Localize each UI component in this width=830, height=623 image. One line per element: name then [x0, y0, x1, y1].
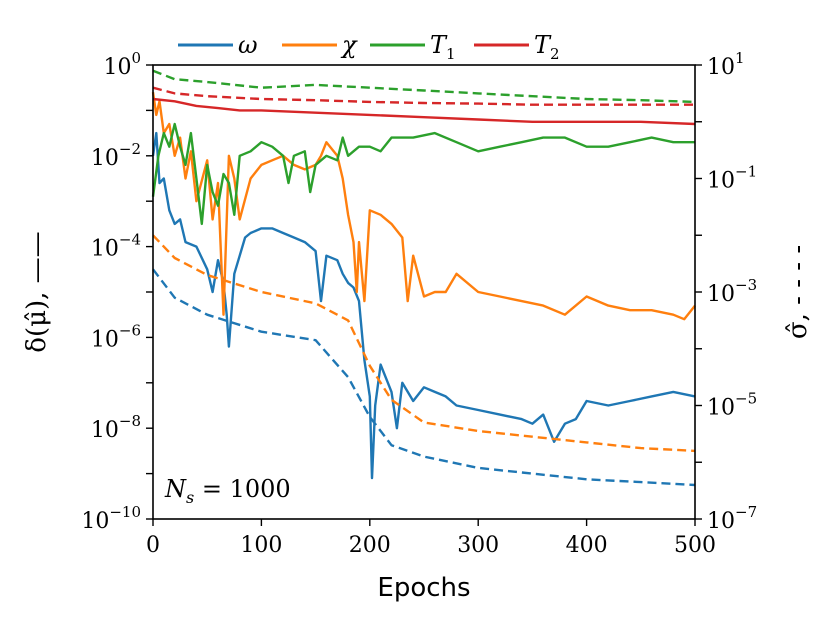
x-tick-label: 500 — [674, 533, 716, 558]
y-right-tick-exp: −1 — [735, 163, 757, 181]
y-right-tick-exp: −5 — [735, 390, 757, 408]
y-axis-right-label: σ̂, - - - - — [783, 245, 813, 339]
legend-label: T1 — [430, 31, 456, 63]
legend-label: χ — [340, 31, 358, 59]
y-left-tick-base: 10 — [91, 418, 119, 443]
y-left-tick-base: 10 — [91, 327, 119, 352]
series-line-2 — [151, 122, 695, 226]
y-left-tick-base: 10 — [91, 237, 119, 262]
y-left-tick-base: 10 — [91, 146, 119, 171]
legend-label-main: T — [430, 31, 448, 59]
y-left-tick-label: 10−2 — [91, 140, 141, 171]
annotation-var: N — [164, 475, 187, 503]
series-line-5 — [152, 234, 696, 453]
legend: ω χ T1 T2 — [178, 31, 560, 63]
y-left-tick-exp: 0 — [131, 49, 141, 67]
y-right-tick-label: 10−5 — [707, 390, 757, 421]
series-line-4 — [152, 268, 696, 487]
y-right-tick-label: 10−3 — [707, 276, 757, 307]
legend-label: ω — [238, 31, 258, 59]
y-right-tick-base: 10 — [707, 396, 735, 421]
y-left-tick-exp: −10 — [109, 503, 141, 521]
y-right-tick-base: 10 — [707, 509, 735, 534]
x-axis-label: Epochs — [377, 573, 470, 603]
y-left-tick-base: 10 — [103, 55, 131, 80]
y-right-tick-exp: −7 — [735, 503, 757, 521]
y-left-tick-base: 10 — [81, 509, 109, 534]
y-left-tick-exp: −2 — [119, 140, 141, 158]
annotation-ns: Ns = 1000 — [164, 475, 291, 507]
y-left-tick-label: 100 — [103, 49, 141, 80]
y-left-tick-label: 10−6 — [91, 321, 141, 352]
annotation-sub: s — [186, 488, 194, 507]
y-right-tick-exp: −3 — [735, 276, 757, 294]
x-tick-label: 300 — [457, 533, 499, 558]
legend-label-sub: 1 — [446, 45, 456, 63]
y-right-tick-base: 10 — [707, 282, 735, 307]
series-line-1 — [151, 92, 696, 321]
series-line-0 — [151, 131, 696, 480]
y-left-tick-label: 10−4 — [91, 231, 141, 262]
x-tick-label: 100 — [240, 533, 282, 558]
y-right-tick-label: 101 — [707, 49, 745, 80]
legend-label-main: T — [534, 31, 552, 59]
series-line-7 — [152, 86, 695, 106]
y-left-tick-exp: −6 — [119, 321, 141, 339]
x-tick-label: 400 — [566, 533, 608, 558]
x-tick-label: 200 — [349, 533, 391, 558]
legend-label-main: ω — [238, 31, 258, 59]
y-left-tick-label: 10−8 — [91, 412, 141, 443]
y-left-tick-exp: −8 — [119, 412, 141, 430]
series-layer — [151, 69, 696, 487]
y-right-tick-label: 10−1 — [707, 163, 757, 194]
y-right-tick-base: 10 — [707, 169, 735, 194]
x-tick-label: 0 — [146, 533, 160, 558]
y-right-tick-exp: 1 — [735, 49, 745, 67]
series-line-3 — [152, 97, 696, 126]
legend-label-sub: 2 — [550, 45, 560, 63]
y-right-tick-label: 10−7 — [707, 503, 757, 534]
series-line-6 — [152, 69, 696, 104]
annotation-rest: = 1000 — [194, 475, 290, 503]
y-axis-left-label: δ(μ̂), —— — [22, 231, 52, 352]
y-left-tick-label: 10−10 — [81, 503, 141, 534]
y-left-tick-exp: −4 — [119, 231, 141, 249]
legend-label: T2 — [534, 31, 560, 63]
ticks-layer: 0 100 200 300 400 50010010−210−410−610−810−10… — [81, 49, 757, 558]
legend-label-main: χ — [340, 31, 358, 59]
y-right-tick-base: 10 — [707, 55, 735, 80]
